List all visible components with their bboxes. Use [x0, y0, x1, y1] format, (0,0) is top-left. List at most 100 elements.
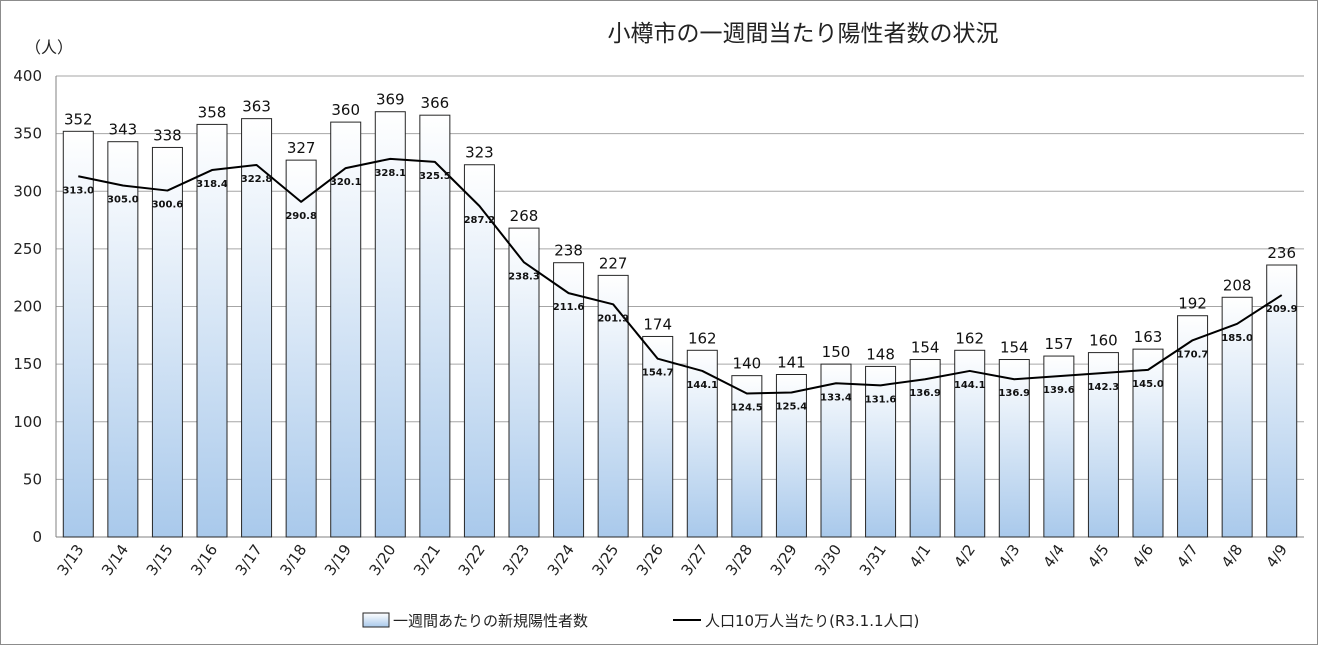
bar-value-label: 366 — [421, 94, 450, 112]
chart-title: 小樽市の一週間当たり陽性者数の状況 — [608, 21, 999, 47]
bar — [374, 111, 406, 538]
bar — [597, 274, 629, 538]
bar — [196, 123, 228, 538]
x-tick-label: 3/21 — [410, 541, 444, 579]
y-tick-label: 250 — [13, 240, 42, 258]
rate-value-label: 201.9 — [597, 313, 629, 324]
x-tick-label: 3/30 — [811, 541, 845, 579]
bar-value-label: 148 — [866, 345, 895, 363]
y-unit-label: （人） — [25, 38, 73, 57]
bar-value-label: 238 — [554, 242, 583, 260]
y-tick-label: 400 — [13, 67, 42, 85]
x-tick-label: 4/5 — [1084, 541, 1113, 571]
x-tick-label: 3/22 — [455, 541, 489, 579]
bar — [775, 373, 807, 538]
bar — [1221, 296, 1253, 538]
rate-value-label: 131.6 — [865, 394, 897, 405]
bar — [508, 227, 540, 538]
bar-value-label: 208 — [1223, 276, 1252, 294]
y-tick-label: 300 — [13, 182, 42, 200]
bar-value-label: 358 — [198, 103, 227, 121]
x-tick-label: 3/26 — [633, 541, 667, 579]
rate-value-label: 170.7 — [1177, 349, 1209, 360]
bar-value-label: 323 — [465, 144, 494, 162]
rate-value-label: 154.7 — [642, 368, 674, 379]
bar — [1266, 264, 1298, 538]
x-tick-label: 3/28 — [722, 541, 756, 579]
bar — [62, 130, 94, 538]
bar-value-labels: 352 343 338 358 363 327 360 369 366 323 268 238 227 1… — [64, 91, 1296, 373]
bar-value-label: 174 — [643, 315, 672, 333]
bar-value-label: 163 — [1134, 328, 1163, 346]
rate-value-label: 290.8 — [285, 211, 317, 222]
rate-value-label: 125.4 — [776, 401, 808, 412]
x-tick-label: 4/2 — [950, 541, 979, 571]
x-tick-label: 3/31 — [856, 541, 890, 579]
x-tick-label: 4/4 — [1040, 541, 1069, 571]
bar-value-label: 227 — [599, 254, 628, 272]
bar — [1043, 355, 1075, 538]
rate-value-label: 318.4 — [196, 179, 228, 190]
x-tick-label: 4/6 — [1129, 541, 1158, 571]
bar-value-label: 327 — [287, 139, 316, 157]
bar — [954, 349, 986, 538]
bar — [241, 118, 273, 538]
bar — [820, 363, 852, 538]
x-tick-label: 3/15 — [143, 541, 177, 579]
rate-value-label: 136.9 — [909, 388, 941, 399]
bar-value-label: 157 — [1045, 335, 1074, 353]
x-tick-label: 3/13 — [53, 541, 87, 579]
bar — [998, 359, 1030, 538]
bar — [107, 141, 139, 538]
y-tick-label: 100 — [13, 413, 42, 431]
bar-value-label: 360 — [331, 101, 360, 119]
bar — [909, 359, 941, 538]
bar-value-label: 268 — [510, 207, 539, 225]
bar-value-label: 162 — [955, 329, 984, 347]
bar — [865, 365, 897, 538]
bar — [1087, 352, 1119, 538]
y-axis-ticks: 0 50 100 150 200 250 300 350 400 — [13, 67, 42, 546]
rate-value-label: 287.2 — [464, 215, 496, 226]
rate-value-label: 209.9 — [1266, 304, 1298, 315]
rate-value-label: 142.3 — [1088, 382, 1120, 393]
bar — [686, 349, 718, 538]
x-tick-label: 4/9 — [1262, 541, 1291, 571]
legend: 一週間あたりの新規陽性者数 人口10万人当たり(R3.1.1人口) — [362, 612, 919, 630]
bar — [1132, 348, 1164, 538]
x-tick-label: 3/14 — [98, 541, 132, 579]
x-tick-label: 3/29 — [767, 541, 801, 579]
rate-value-label: 238.3 — [508, 271, 540, 282]
x-tick-label: 4/7 — [1173, 541, 1202, 571]
bar — [285, 159, 317, 538]
x-tick-label: 4/1 — [906, 541, 935, 571]
rate-line — [78, 157, 1283, 395]
x-tick-label: 3/18 — [276, 541, 310, 579]
rate-value-label: 300.6 — [152, 200, 184, 211]
bar — [642, 335, 674, 538]
rate-value-label: 124.5 — [731, 403, 763, 414]
rate-value-label: 325.5 — [419, 171, 451, 182]
bar-value-label: 363 — [242, 98, 271, 116]
legend-bar-label: 一週間あたりの新規陽性者数 — [393, 612, 588, 630]
x-tick-label: 3/23 — [499, 541, 533, 579]
bar-value-label: 162 — [688, 329, 717, 347]
bar — [463, 164, 495, 538]
rate-value-label: 144.1 — [954, 380, 986, 391]
x-axis-ticks: 3/13 3/14 3/15 3/16 3/17 3/18 3/19 3/20 3/21 3/22… — [53, 541, 1290, 579]
bar-value-label: 150 — [822, 343, 851, 361]
rate-value-labels: 313.0 305.0 300.6 318.4 322.8 290.8 320.1 328.1… — [62, 168, 1297, 414]
bar — [1177, 315, 1209, 538]
bar — [731, 375, 763, 538]
rate-value-label: 145.0 — [1132, 379, 1164, 390]
y-tick-label: 200 — [13, 298, 42, 316]
bar-value-label: 154 — [911, 339, 940, 357]
x-tick-label: 3/20 — [365, 541, 399, 579]
rate-value-label: 305.0 — [107, 194, 139, 205]
bar-value-label: 192 — [1178, 295, 1207, 313]
rate-value-label: 144.1 — [686, 380, 718, 391]
bar-value-label: 141 — [777, 353, 806, 371]
bar-value-label: 369 — [376, 91, 405, 109]
